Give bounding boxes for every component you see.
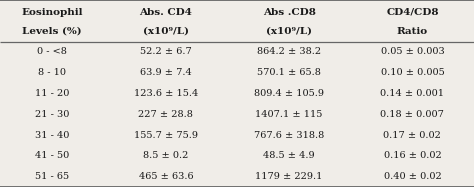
- Text: 31 - 40: 31 - 40: [35, 131, 69, 140]
- Text: 51 - 65: 51 - 65: [35, 172, 69, 181]
- Text: 21 - 30: 21 - 30: [35, 110, 69, 119]
- Text: Ratio: Ratio: [397, 27, 428, 36]
- Text: (x10⁹/L): (x10⁹/L): [143, 27, 189, 36]
- Text: 0.05 ± 0.003: 0.05 ± 0.003: [381, 47, 444, 56]
- Text: 48.5 ± 4.9: 48.5 ± 4.9: [264, 151, 315, 160]
- Text: CD4/CD8: CD4/CD8: [386, 8, 438, 17]
- Text: 864.2 ± 38.2: 864.2 ± 38.2: [257, 47, 321, 56]
- Text: (x10⁹/L): (x10⁹/L): [266, 27, 312, 36]
- Text: 0.18 ± 0.007: 0.18 ± 0.007: [381, 110, 444, 119]
- Text: 8.5 ± 0.2: 8.5 ± 0.2: [143, 151, 189, 160]
- Text: 41 - 50: 41 - 50: [35, 151, 69, 160]
- Text: 465 ± 63.6: 465 ± 63.6: [138, 172, 193, 181]
- Text: 570.1 ± 65.8: 570.1 ± 65.8: [257, 68, 321, 77]
- Text: 8 - 10: 8 - 10: [38, 68, 66, 77]
- Text: 767.6 ± 318.8: 767.6 ± 318.8: [254, 131, 324, 140]
- Text: 0.17 ± 0.02: 0.17 ± 0.02: [383, 131, 441, 140]
- Text: 0.16 ± 0.02: 0.16 ± 0.02: [383, 151, 441, 160]
- Text: Abs. CD4: Abs. CD4: [139, 8, 192, 17]
- Text: Levels (%): Levels (%): [22, 27, 82, 36]
- Text: 0.10 ± 0.005: 0.10 ± 0.005: [381, 68, 444, 77]
- Text: Eosinophil: Eosinophil: [21, 8, 83, 17]
- Text: 11 - 20: 11 - 20: [35, 89, 69, 98]
- Text: 227 ± 28.8: 227 ± 28.8: [138, 110, 193, 119]
- Text: 123.6 ± 15.4: 123.6 ± 15.4: [134, 89, 198, 98]
- Text: 809.4 ± 105.9: 809.4 ± 105.9: [254, 89, 324, 98]
- Text: 155.7 ± 75.9: 155.7 ± 75.9: [134, 131, 198, 140]
- Text: 52.2 ± 6.7: 52.2 ± 6.7: [140, 47, 192, 56]
- Text: Abs .CD8: Abs .CD8: [263, 8, 316, 17]
- Text: 0 - <8: 0 - <8: [37, 47, 67, 56]
- Text: 0.14 ± 0.001: 0.14 ± 0.001: [380, 89, 445, 98]
- Text: 1407.1 ± 115: 1407.1 ± 115: [255, 110, 323, 119]
- Text: 0.40 ± 0.02: 0.40 ± 0.02: [383, 172, 441, 181]
- Text: 1179 ± 229.1: 1179 ± 229.1: [255, 172, 323, 181]
- Text: 63.9 ± 7.4: 63.9 ± 7.4: [140, 68, 192, 77]
